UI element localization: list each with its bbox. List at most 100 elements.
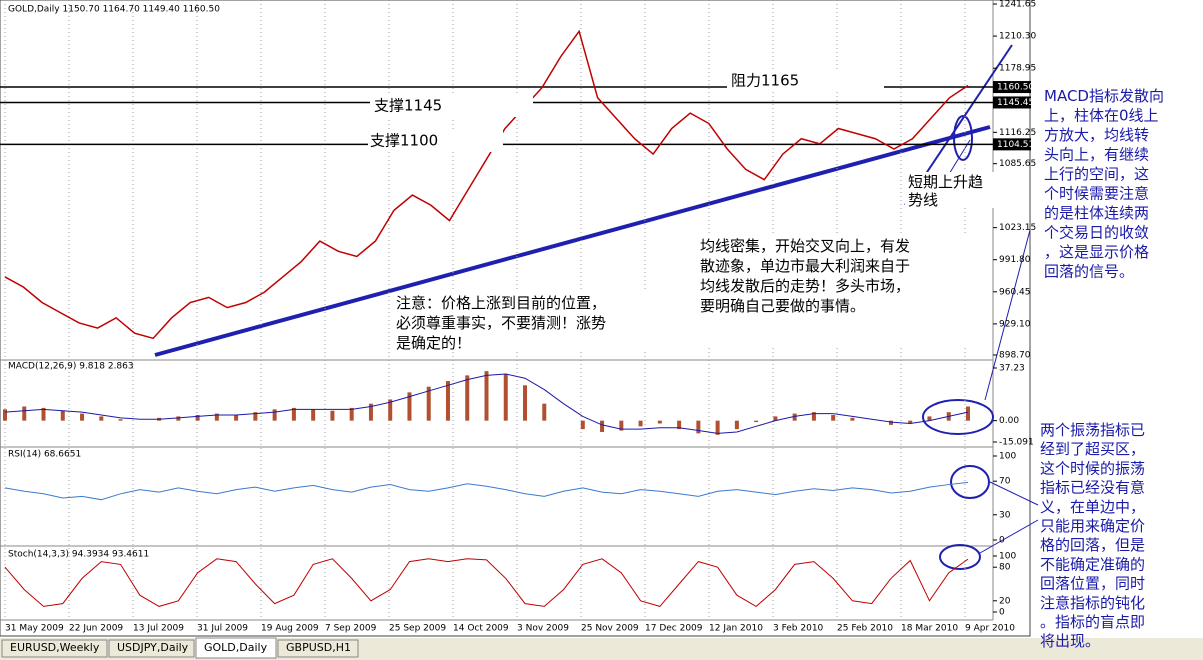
macd-bar bbox=[41, 407, 46, 421]
long-trendline bbox=[154, 125, 991, 357]
text-line: 头向上，有继续 bbox=[1044, 145, 1149, 163]
macd-bar bbox=[657, 420, 662, 424]
text-line: 这个时候的振荡 bbox=[1040, 459, 1145, 477]
text-line: 个交易日的收敛 bbox=[1044, 223, 1149, 241]
indicator-label: RSI(14) 68.6651 bbox=[8, 450, 81, 460]
macd-bar bbox=[3, 409, 7, 421]
text-line: 个时候需要注意 bbox=[1044, 184, 1149, 202]
price-line bbox=[4, 29, 969, 340]
macd-bar bbox=[677, 420, 682, 430]
macd-bar bbox=[503, 373, 508, 421]
text-line: 的是柱体连续两 bbox=[1044, 204, 1149, 222]
y-tick-label: 0 bbox=[999, 608, 1005, 618]
rsi-line bbox=[4, 481, 969, 501]
y-tick-label: -15.091 bbox=[999, 438, 1034, 448]
tab[interactable] bbox=[195, 637, 277, 659]
macd-bar bbox=[908, 420, 913, 424]
tab-label[interactable]: GOLD,Daily bbox=[204, 641, 268, 654]
y-tick-label: 1210.30 bbox=[999, 32, 1036, 42]
highlight-circle bbox=[922, 399, 994, 435]
text-line: MACD指标发散向 bbox=[1044, 87, 1164, 105]
date-label: 25 Feb 2010 bbox=[837, 624, 893, 634]
y-tick-label: 1241.65 bbox=[999, 0, 1036, 10]
y-tick-label: 37.23 bbox=[999, 364, 1025, 374]
macd-bar bbox=[966, 406, 970, 421]
macd-bar bbox=[426, 386, 431, 421]
text-line: 短期上升趋 bbox=[908, 173, 983, 191]
macd-bar bbox=[792, 413, 797, 421]
annotation: 支撑1100 bbox=[370, 132, 438, 150]
macd-bar bbox=[696, 420, 701, 434]
macd-bar bbox=[214, 413, 219, 421]
date-label: 9 Apr 2010 bbox=[965, 624, 1015, 634]
highlight-circle bbox=[950, 465, 990, 499]
tab-label[interactable]: EURUSD,Weekly bbox=[10, 641, 100, 654]
macd-bar bbox=[291, 407, 296, 421]
text-line: 两个振荡指标已 bbox=[1040, 421, 1145, 439]
pointer bbox=[984, 229, 1031, 401]
macd-bar bbox=[831, 414, 836, 421]
tab-label[interactable]: USDJPY,Daily bbox=[117, 641, 189, 654]
macd-bar bbox=[349, 407, 354, 421]
macd-bar bbox=[118, 419, 123, 421]
text-line: 注意指标的钝化 bbox=[1040, 593, 1145, 611]
y-tick-label: 929.10 bbox=[999, 319, 1031, 329]
text-line: 回落的信号。 bbox=[1044, 262, 1134, 280]
tab-label[interactable]: GBPUSD,H1 bbox=[286, 641, 351, 654]
y-tick-label: 1023.15 bbox=[999, 223, 1036, 233]
date-label: 3 Nov 2009 bbox=[517, 624, 569, 634]
date-label: 31 May 2009 bbox=[5, 624, 64, 634]
macd-bar bbox=[80, 413, 85, 421]
date-label: 12 Jan 2010 bbox=[709, 624, 763, 634]
text-line: 不能确定准确的 bbox=[1040, 555, 1145, 573]
annotation: 注意：价格上涨到目前的位置， 必须尊重事实，不要猜测！涨势是确定的！ bbox=[396, 294, 606, 352]
tab[interactable] bbox=[1, 639, 108, 658]
y-tick-label: 0 bbox=[999, 536, 1005, 546]
tab[interactable] bbox=[277, 639, 359, 658]
y-tick-label: 1178.95 bbox=[999, 64, 1036, 74]
level-box bbox=[993, 81, 1031, 94]
text-line: 注意：价格上涨到目前的位置， bbox=[396, 294, 606, 312]
macd-bar bbox=[619, 420, 624, 431]
macd-bar bbox=[60, 410, 65, 421]
text-line: 散迹象，单边市最大利润来自于 bbox=[700, 257, 910, 275]
macd-bar bbox=[368, 403, 373, 421]
date-label: 25 Sep 2009 bbox=[389, 624, 446, 634]
macd-bar bbox=[407, 392, 412, 421]
macd-bar bbox=[388, 399, 393, 421]
macd-bar bbox=[445, 381, 450, 421]
highlight-circle bbox=[939, 544, 981, 570]
macd-signal bbox=[4, 373, 969, 434]
side-note: 两个振荡指标已经到了超买区，这个时候的振荡指标已经没有意义，在单边中， 只能用来确… bbox=[1040, 421, 1145, 650]
annotation-box bbox=[727, 70, 884, 92]
text-line: 必须尊重事实，不要猜测！涨势 bbox=[396, 314, 606, 332]
annotation-box bbox=[370, 95, 533, 117]
date-label: 25 Nov 2009 bbox=[581, 624, 639, 634]
text-line: 均线密集，开始交叉向上，有发 bbox=[700, 237, 910, 255]
pointer bbox=[989, 481, 1039, 506]
highlight-circle bbox=[953, 115, 973, 161]
tab[interactable] bbox=[108, 639, 195, 658]
macd-bar bbox=[754, 420, 759, 423]
macd-bar bbox=[99, 416, 104, 421]
y-tick-label: 30 bbox=[999, 510, 1011, 520]
date-label: 18 Mar 2010 bbox=[901, 624, 958, 634]
level-box bbox=[993, 96, 1031, 109]
text-line: 均线发散后的走势！多头市场， bbox=[700, 277, 910, 295]
macd-bar bbox=[638, 420, 643, 427]
text-line: 要明确自己要做的事情。 bbox=[700, 297, 865, 315]
text-line: 回落位置，同时 bbox=[1040, 574, 1145, 592]
macd-bar bbox=[523, 385, 528, 421]
macd-bar bbox=[234, 414, 239, 421]
text-line: 指标已经没有意 bbox=[1040, 478, 1145, 496]
pointer bbox=[979, 519, 1039, 554]
y-tick-label: 70 bbox=[999, 477, 1011, 487]
y-tick-label: 100 bbox=[999, 452, 1016, 462]
annotation-box bbox=[698, 235, 988, 345]
annotation-box bbox=[905, 172, 1025, 208]
annotation: 阻力1165 bbox=[731, 72, 799, 90]
y-tick-label: 20 bbox=[999, 596, 1011, 606]
date-label: 3 Feb 2010 bbox=[773, 624, 824, 634]
